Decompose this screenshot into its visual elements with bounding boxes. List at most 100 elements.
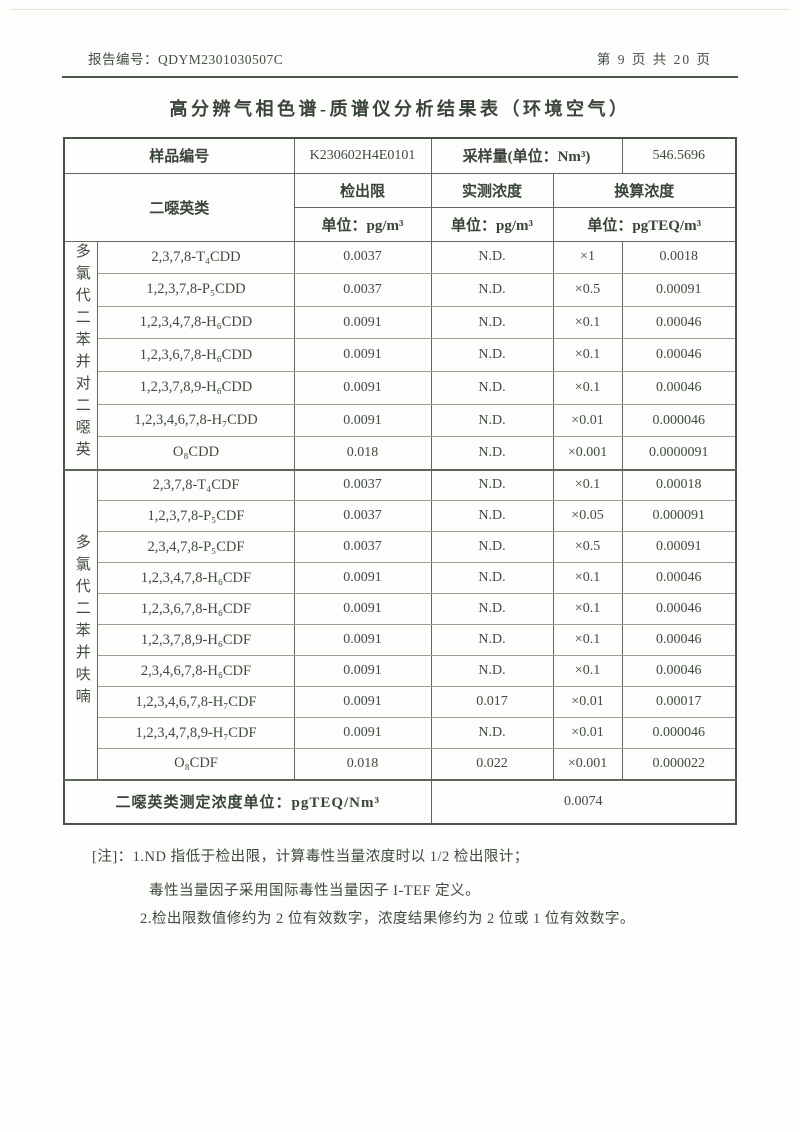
measured-value: N.D. (430, 371, 554, 405)
total-label: 二噁英类测定浓度单位：pgTEQ/Nm³ (63, 778, 432, 824)
measured-value: N.D. (430, 593, 554, 625)
page-title: 高分辨气相色谱-质谱仪分析结果表（环境空气） (169, 99, 631, 119)
compound-row: 1,2,3,7,8,9-H₆CDD 0.0091 N.D. ×0.1 0.000… (64, 371, 737, 405)
measured-value: N.D. (430, 273, 554, 307)
sample-info-row: 样品编号 K230602H4E0101 采样量(单位：Nm³) 546.5696 (63, 137, 737, 174)
compound-row: 2,3,4,6,7,8-H₆CDF 0.0091 N.D. ×0.1 0.000… (64, 655, 737, 687)
compound-name: 1,2,3,6,7,8-H₆CDF (97, 593, 295, 625)
detection-limit-value: 0.0037 (293, 240, 432, 275)
measured-value: N.D. (430, 338, 554, 373)
teq-value: 0.00046 (621, 305, 737, 340)
tef-factor: ×0.1 (552, 338, 623, 373)
teq-value: 0.00046 (621, 624, 737, 656)
teq-value: 0.00091 (621, 531, 737, 563)
report-number-label: 报告编号： (88, 52, 158, 67)
group-label-pcdd: 多氯代二苯并对二噁英 (63, 240, 99, 470)
measured-value: N.D. (430, 655, 554, 687)
detection-limit-value: 0.0091 (293, 338, 432, 373)
detection-limit-value: 0.0091 (293, 371, 432, 405)
detection-limit-value: 0.0037 (293, 273, 432, 307)
compound-row: 1,2,3,4,7,8-H₆CDD 0.0091 N.D. ×0.1 0.000… (64, 305, 737, 340)
tef-factor: ×0.01 (552, 686, 623, 718)
tef-factor: ×0.1 (552, 624, 623, 656)
compound-row: 多氯代二苯并对二噁英 2,3,7,8-T₄CDD 0.0037 N.D. ×1 … (63, 240, 737, 470)
detection-limit-value: 0.0091 (293, 717, 432, 749)
detection-limit-value: 0.0037 (293, 468, 432, 501)
compound-name: 1,2,3,7,8,9-H₆CDF (97, 624, 295, 656)
total-value: 0.0074 (430, 778, 737, 824)
measured-value: N.D. (430, 717, 554, 749)
teq-value: 0.000091 (621, 500, 737, 532)
measured-value: N.D. (430, 624, 554, 656)
detection-limit-value: 0.0091 (293, 686, 432, 718)
teq-value: 0.00046 (621, 593, 737, 625)
compound-row: 2,3,4,7,8-P₅CDF 0.0037 N.D. ×0.5 0.00091 (64, 531, 737, 563)
tef-factor: ×1 (552, 240, 623, 275)
tef-factor: ×0.05 (552, 500, 623, 532)
detection-limit-header: 检出限 (293, 172, 432, 208)
compound-name: O₈CDF (97, 748, 295, 780)
note-line-1: [注]：1.ND 指低于检出限，计算毒性当量浓度时以 1/2 检出限计； (92, 845, 800, 866)
compound-row: 多氯代二苯并呋喃 2,3,7,8-T₄CDF 0.0037 N.D. ×0.1 … (63, 468, 737, 780)
detection-limit-value: 0.0037 (293, 531, 432, 563)
tef-factor: ×0.001 (552, 436, 623, 470)
page-content: 报告编号：QDYM2301030507C 第 9 页 共 20 页 高分辨气相色… (62, 0, 738, 121)
detection-limit-value: 0.0091 (293, 562, 432, 594)
compound-row: O₈CDF 0.018 0.022 ×0.001 0.000022 (64, 748, 737, 780)
category-header: 二噁英类 (63, 172, 295, 242)
measured-value: 0.022 (430, 748, 554, 780)
compound-name: 1,2,3,4,7,8,9-H₇CDF (97, 717, 295, 749)
compound-name: 1,2,3,7,8-P₅CDF (97, 500, 295, 532)
compound-name: 1,2,3,4,6,7,8-H₇CDD (97, 403, 295, 438)
detection-limit-unit: 单位：pg/m³ (293, 206, 432, 242)
measured-value: N.D. (430, 562, 554, 594)
teq-value: 0.000022 (621, 748, 737, 780)
detection-limit-value: 0.018 (293, 748, 432, 780)
compound-name: 1,2,3,4,6,7,8-H₇CDF (97, 686, 295, 718)
tef-factor: ×0.5 (552, 531, 623, 563)
detection-limit-value: 0.018 (293, 436, 432, 470)
sample-id-value: K230602H4E0101 (293, 137, 432, 174)
note-line-1-text: 1.ND 指低于检出限，计算毒性当量浓度时以 1/2 检出限计； (132, 848, 529, 865)
detection-limit-value: 0.0091 (293, 403, 432, 438)
compound-row: 1,2,3,4,6,7,8-H₇CDD 0.0091 N.D. ×0.01 0.… (64, 403, 737, 438)
note-prefix: [注]： (92, 848, 133, 865)
teq-value: 0.00046 (621, 371, 737, 405)
detection-limit-value: 0.0091 (293, 655, 432, 687)
detection-limit-value: 0.0037 (293, 500, 432, 532)
report-number: 报告编号：QDYM2301030507C (88, 48, 283, 68)
teq-value: 0.00091 (621, 273, 737, 307)
compound-row: 1,2,3,6,7,8-H₆CDF 0.0091 N.D. ×0.1 0.000… (64, 593, 737, 625)
sample-volume-value: 546.5696 (621, 137, 737, 174)
compound-name: 1,2,3,6,7,8-H₆CDD (97, 338, 295, 373)
tef-factor: ×0.01 (552, 717, 623, 749)
tef-factor: ×0.1 (552, 562, 623, 594)
compound-name: 2,3,7,8-T₄CDF (97, 468, 295, 501)
note-line-2: 毒性当量因子采用国际毒性当量因子 I-TEF 定义。 (149, 882, 481, 899)
page-indicator: 第 9 页 共 20 页 (596, 52, 712, 67)
tef-factor: ×0.1 (552, 655, 623, 687)
converted-unit: 单位：pgTEQ/m³ (552, 206, 737, 242)
report-number-value: QDYM2301030507C (158, 52, 284, 67)
total-label-text: 二噁英类测定浓度单位： (115, 795, 292, 811)
teq-value: 0.00018 (621, 468, 737, 501)
teq-value: 0.000046 (621, 717, 737, 749)
compound-name: O₈CDD (97, 436, 295, 470)
converted-header: 换算浓度 (552, 172, 737, 208)
compound-row: 1,2,3,4,7,8,9-H₇CDF 0.0091 N.D. ×0.01 0.… (64, 717, 737, 749)
tef-factor: ×0.001 (552, 748, 623, 780)
compound-name: 2,3,4,6,7,8-H₆CDF (97, 655, 295, 687)
group-label-pcdd-text: 多氯代二苯并对二噁英 (73, 242, 90, 463)
unit-header-row: 单位：pg/m³ 单位：pg/m³ 单位：pgTEQ/m³ (64, 206, 737, 242)
compound-row: 1,2,3,7,8-P₅CDF 0.0037 N.D. ×0.05 0.0000… (64, 500, 737, 532)
sample-volume-label: 采样量(单位：Nm³) (430, 137, 623, 174)
compound-row: 1,2,3,7,8,9-H₆CDF 0.0091 N.D. ×0.1 0.000… (64, 624, 737, 656)
tef-factor: ×0.1 (552, 468, 623, 501)
teq-value: 0.00046 (621, 655, 737, 687)
group-label-pcdf-text: 多氯代二苯并呋喃 (73, 534, 90, 710)
measured-value: N.D. (430, 500, 554, 532)
measured-value: N.D. (430, 240, 554, 275)
note-line-3: 2.检出限数值修约为 2 位有效数字，浓度结果修约为 2 位或 1 位有效数字。 (140, 910, 635, 927)
sample-id-label: 样品编号 (63, 137, 295, 174)
